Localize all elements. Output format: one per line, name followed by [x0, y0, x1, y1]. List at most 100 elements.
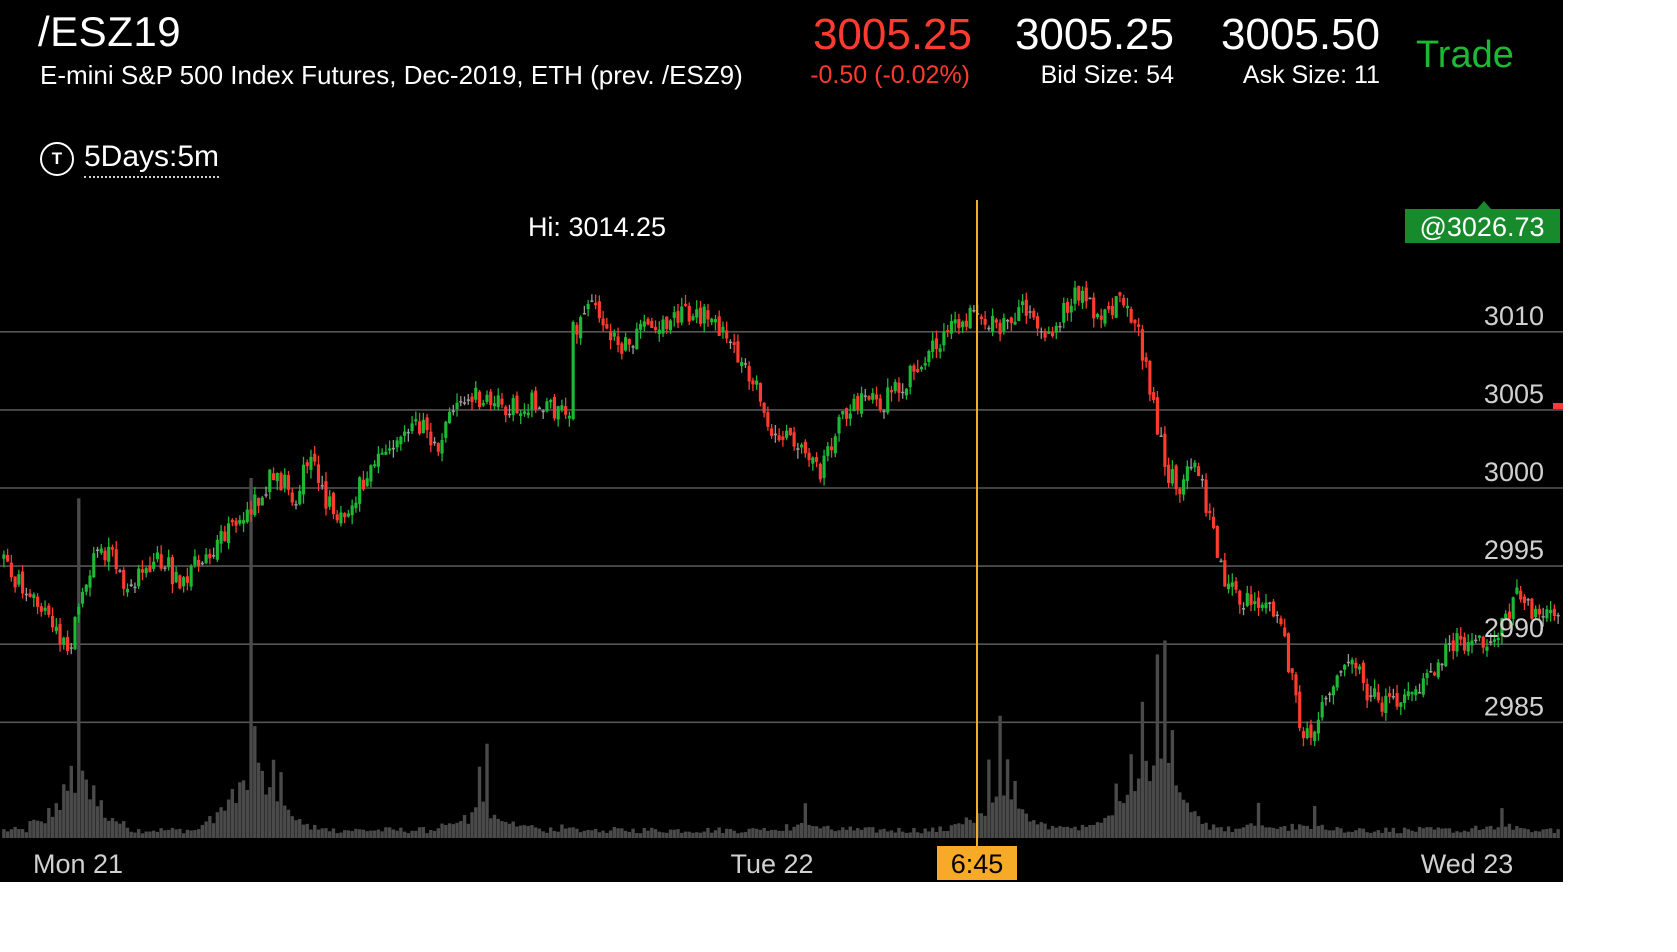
volume-bars: [2, 478, 1560, 838]
y-tick-label: 3005: [1484, 379, 1544, 409]
candle-body: [1500, 618, 1504, 636]
volume-bar: [425, 833, 429, 838]
candle-body: [1511, 597, 1515, 619]
volume-bar: [387, 827, 392, 838]
candle-body: [1376, 692, 1380, 701]
volume-bar: [219, 807, 223, 838]
timeframe-t-icon: T: [40, 142, 74, 176]
volume-bar: [1245, 824, 1249, 838]
candle-body: [620, 343, 624, 354]
trade-button[interactable]: Trade: [1416, 34, 1514, 76]
volume-bar: [410, 830, 414, 838]
candle-body: [1358, 666, 1362, 670]
volume-bar: [934, 831, 939, 838]
candle-body: [755, 380, 759, 385]
candle-body: [1283, 627, 1287, 637]
volume-bar: [283, 805, 287, 838]
volume-bar: [751, 828, 755, 838]
candle-body: [1549, 609, 1553, 613]
candle-body: [204, 554, 208, 564]
candle-body: [13, 576, 17, 588]
volume-bar: [305, 823, 309, 838]
candle-body: [1384, 695, 1388, 713]
volume-bar: [695, 832, 699, 838]
volume-bar: [43, 823, 47, 838]
volume-bar: [1253, 825, 1257, 838]
volume-bar: [710, 832, 714, 838]
volume-bar: [1309, 828, 1313, 838]
volume-bar: [799, 822, 804, 838]
volume-bar: [223, 810, 227, 838]
candle-body: [1050, 332, 1055, 337]
volume-bar: [593, 828, 598, 838]
candle-body: [50, 615, 55, 628]
volume-bar: [882, 828, 886, 838]
price-change: -0.50 (-0.02%): [810, 61, 970, 89]
volume-bar: [320, 828, 324, 838]
candle-body: [923, 362, 927, 366]
volume-bar: [9, 829, 14, 838]
candle-body: [80, 591, 85, 604]
candle-body: [1470, 640, 1474, 646]
candle-body: [24, 593, 28, 596]
volume-bar: [1095, 822, 1100, 838]
candle-body: [1088, 297, 1092, 300]
candle-body: [1504, 613, 1508, 619]
volume-bar: [601, 830, 605, 838]
candle-body: [193, 556, 197, 565]
volume-bar: [608, 830, 613, 838]
volume-bar: [1436, 827, 1440, 838]
candle-body: [380, 452, 384, 455]
volume-bar: [406, 833, 411, 838]
volume-bar: [1380, 832, 1384, 838]
candle-body: [32, 594, 36, 599]
volume-bar: [140, 833, 145, 838]
candle-body: [972, 310, 976, 312]
candle-body: [444, 421, 448, 438]
candle-body: [1395, 693, 1399, 707]
candle-body: [466, 399, 470, 401]
candle-body: [65, 637, 70, 651]
last-price-marker: [1553, 402, 1563, 409]
volume-bar: [919, 833, 924, 838]
volume-bar: [1256, 802, 1261, 838]
candle-body: [522, 411, 527, 414]
candle-body: [713, 319, 718, 323]
volume-bar: [627, 831, 632, 838]
candle-body: [668, 320, 673, 331]
candle-body: [998, 322, 1002, 335]
candle-body: [1054, 325, 1058, 333]
volume-bar: [189, 830, 193, 838]
volume-bar: [1238, 828, 1242, 838]
volume-bar: [481, 801, 485, 838]
volume-bar: [395, 830, 399, 838]
volume-bar: [1406, 829, 1411, 838]
price-chart[interactable]: 3010 3005 3000 2995 2990 2985 Mon 21 Tue 22 Wed…: [0, 0, 1563, 882]
volume-bar: [1395, 833, 1399, 838]
candle-body: [197, 559, 201, 567]
symbol-title[interactable]: /ESZ19: [38, 8, 182, 55]
volume-bar: [814, 826, 819, 838]
candle-body: [1556, 614, 1560, 617]
candle-body: [878, 398, 882, 410]
timeframe-label[interactable]: 5Days:5m: [84, 140, 220, 178]
volume-bar: [1402, 827, 1407, 838]
volume-bar: [796, 824, 800, 838]
candle-body: [271, 473, 276, 481]
candle-body: [1234, 581, 1238, 590]
candle-body: [264, 494, 268, 496]
volume-bar: [642, 827, 646, 838]
candle-body: [698, 307, 703, 324]
volume-bar: [1118, 801, 1122, 838]
volume-bar: [95, 806, 100, 838]
volume-bar: [256, 762, 261, 838]
volume-bar: [99, 800, 103, 838]
candle-body: [807, 452, 811, 461]
volume-bar: [155, 831, 160, 838]
candle-body: [1002, 317, 1006, 332]
volume-bar: [717, 827, 721, 838]
volume-bar: [811, 826, 815, 838]
candle-body: [182, 577, 186, 587]
volume-bar: [365, 831, 369, 838]
candle-body: [1125, 305, 1130, 309]
